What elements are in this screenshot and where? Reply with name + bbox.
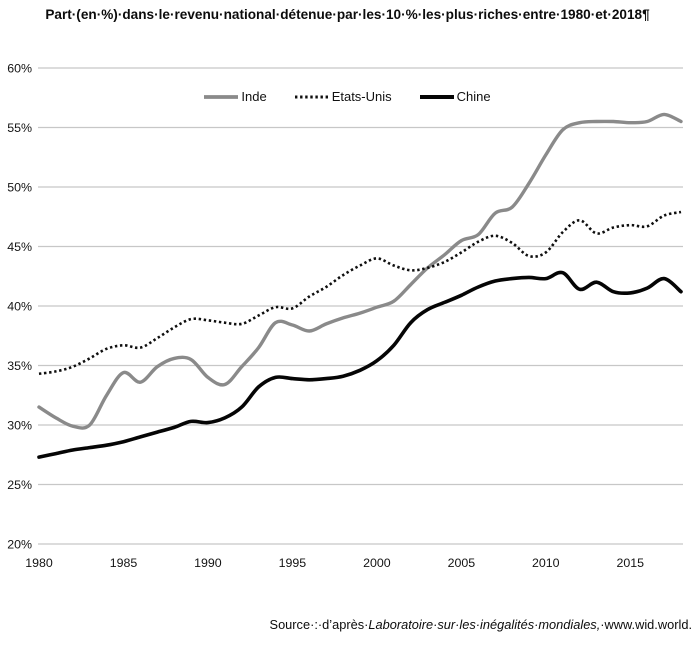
legend-swatch-line xyxy=(204,94,239,99)
x-tick-label: 1995 xyxy=(279,556,307,570)
source-suffix: ·www.wid.world. xyxy=(600,617,692,632)
legend-item-etats-unis: Etats-Unis xyxy=(294,89,392,104)
legend-label: Inde xyxy=(241,89,267,104)
y-tick-label: 60% xyxy=(7,61,32,75)
y-tick-label: 50% xyxy=(7,180,32,194)
x-tick-label: 2015 xyxy=(617,556,645,570)
x-tick-label: 2005 xyxy=(448,556,476,570)
source-note: Source·:·d’après·Laboratoire·sur·les·iné… xyxy=(270,617,692,632)
chart-legend: Inde Etats-Unis Chine xyxy=(0,89,695,104)
x-tick-label: 1985 xyxy=(110,556,138,570)
y-tick-label: 35% xyxy=(7,359,32,373)
x-tick-label: 1980 xyxy=(25,556,53,570)
legend-label: Chine xyxy=(456,89,491,104)
legend-item-chine: Chine xyxy=(419,89,491,104)
series-line-inde xyxy=(37,112,683,430)
series-line-etats-unis xyxy=(38,210,682,376)
y-tick-label: 45% xyxy=(7,240,32,254)
y-tick-label: 20% xyxy=(7,537,32,551)
legend-swatch-line xyxy=(419,94,454,99)
y-tick-label: 25% xyxy=(7,478,32,492)
source-italic: Laboratoire·sur·les·inégalités·mondiales… xyxy=(368,617,601,632)
series-line-chine xyxy=(37,270,683,459)
x-tick-label: 2000 xyxy=(363,556,391,570)
legend-swatch-dotted-line xyxy=(294,95,329,98)
chart-title: Part·(en·%)·dans·le·revenu·national·déte… xyxy=(45,7,650,22)
y-tick-label: 40% xyxy=(7,299,32,313)
y-tick-label: 55% xyxy=(7,121,32,135)
x-tick-label: 2010 xyxy=(532,556,560,570)
legend-label: Etats-Unis xyxy=(331,89,392,104)
x-tick-label: 1990 xyxy=(194,556,222,570)
source-prefix: Source·:·d’après· xyxy=(269,617,369,632)
y-tick-label: 30% xyxy=(7,418,32,432)
legend-item-inde: Inde xyxy=(204,89,267,104)
